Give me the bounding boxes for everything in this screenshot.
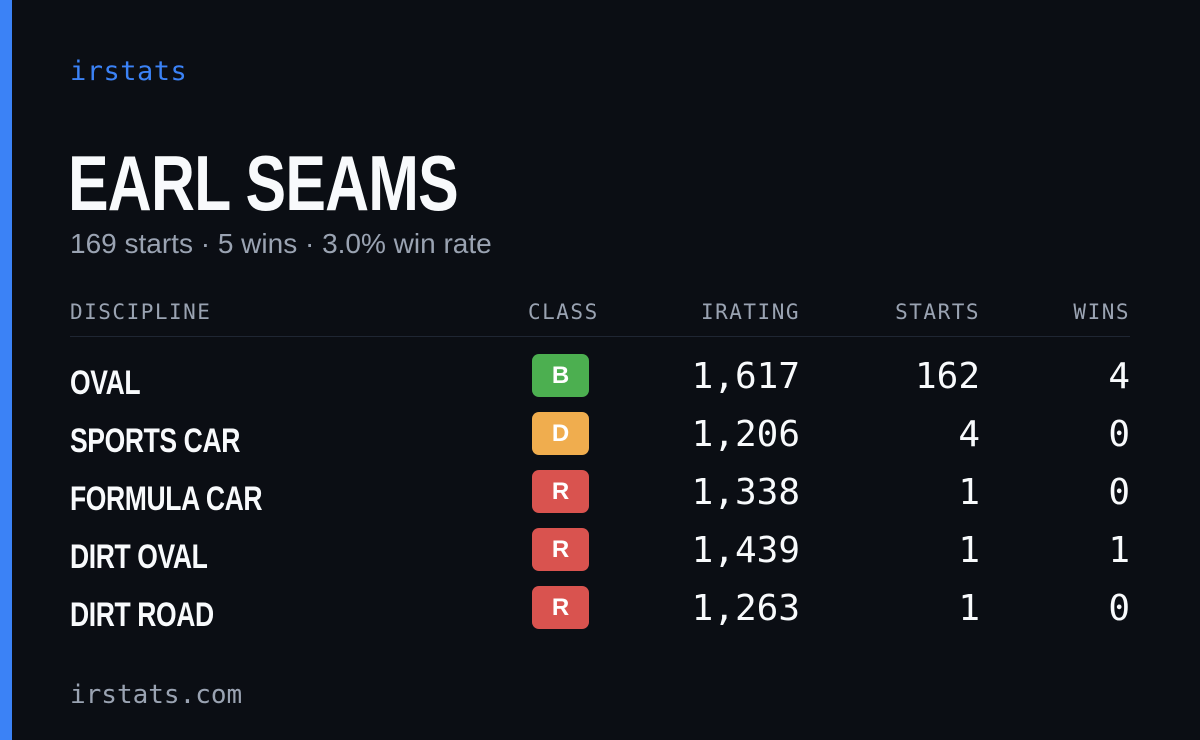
class-badge: R — [532, 586, 589, 629]
header-irating: IRATING — [700, 300, 800, 324]
header-starts: STARTS — [895, 300, 980, 324]
header-discipline: DISCIPLINE — [70, 300, 212, 324]
starts-value: 1 — [958, 530, 980, 571]
irating-value: 1,617 — [691, 356, 800, 397]
irating-value: 1,439 — [691, 530, 800, 571]
discipline-name: FORMULA CAR — [70, 480, 263, 518]
starts-value: 162 — [914, 356, 980, 397]
footer-url: irstats.com — [70, 680, 243, 710]
header-class: CLASS — [528, 300, 599, 324]
irating-value: 1,338 — [691, 472, 800, 513]
starts-value: 4 — [958, 414, 980, 455]
discipline-name: OVAL — [70, 364, 141, 402]
wins-value: 0 — [1108, 414, 1130, 455]
class-badge: R — [532, 528, 589, 571]
wins-value: 0 — [1108, 588, 1130, 629]
class-badge: R — [532, 470, 589, 513]
brand-logo: irstats — [70, 56, 188, 87]
discipline-name: DIRT OVAL — [70, 538, 208, 576]
wins-value: 1 — [1108, 530, 1130, 571]
table-row: DIRT OVAL R 1,439 1 1 — [70, 528, 1130, 586]
table-row: DIRT ROAD R 1,263 1 0 — [70, 586, 1130, 644]
discipline-table: OVAL B 1,617 162 4 SPORTS CAR D 1,206 4 … — [70, 354, 1130, 644]
discipline-name: DIRT ROAD — [70, 596, 214, 634]
table-row: OVAL B 1,617 162 4 — [70, 354, 1130, 412]
irating-value: 1,263 — [691, 588, 800, 629]
irating-value: 1,206 — [691, 414, 800, 455]
wins-value: 0 — [1108, 472, 1130, 513]
header-wins: WINS — [1073, 300, 1130, 324]
table-row: SPORTS CAR D 1,206 4 0 — [70, 412, 1130, 470]
starts-value: 1 — [958, 472, 980, 513]
driver-summary: 169 starts · 5 wins · 3.0% win rate — [70, 228, 492, 259]
starts-value: 1 — [958, 588, 980, 629]
table-header: DISCIPLINE CLASS IRATING STARTS WINS — [70, 300, 1130, 337]
accent-bar — [0, 0, 12, 740]
discipline-name: SPORTS CAR — [70, 422, 240, 460]
driver-name: EARL SEAMS — [68, 139, 459, 227]
class-badge: D — [532, 412, 589, 455]
table-row: FORMULA CAR R 1,338 1 0 — [70, 470, 1130, 528]
class-badge: B — [532, 354, 589, 397]
wins-value: 4 — [1108, 356, 1130, 397]
